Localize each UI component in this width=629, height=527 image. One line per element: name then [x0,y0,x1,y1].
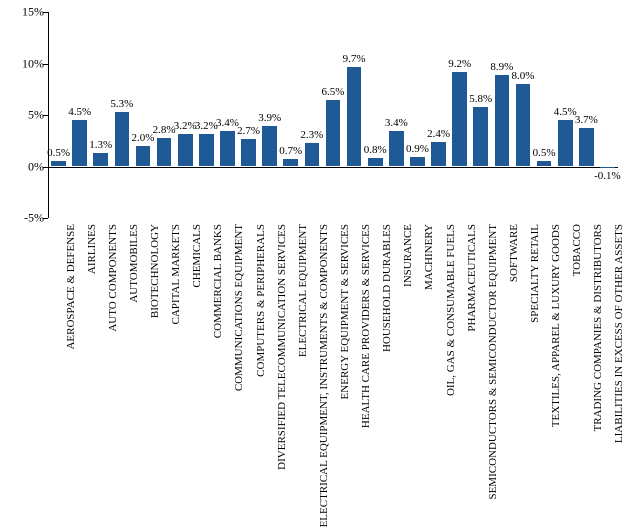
bar [452,72,467,167]
y-tick-label: 10% [22,56,48,71]
category-label: COMPUTERS & PERIPHERALS [255,224,267,377]
category-label: MACHINERY [423,224,435,290]
bar-value-label: 2.8% [153,124,176,136]
bar [473,107,488,167]
y-axis-line [48,12,49,218]
bar [389,131,404,166]
category-label: INSURANCE [402,224,414,287]
bar-value-label: 2.3% [300,129,323,141]
bar [537,161,552,166]
category-label: COMMUNICATIONS EQUIPMENT [233,224,245,391]
bar-value-label: -0.1% [594,170,621,182]
bar [558,120,573,166]
bar-value-label: 0.9% [406,143,429,155]
y-tick-label: -5% [24,211,48,226]
category-label: DIVERSIFIED TELECOMMUNICATION SERVICES [276,224,288,470]
category-label: ENERGY EQUIPMENT & SERVICES [339,224,351,399]
category-label: CAPITAL MARKETS [170,224,182,324]
bar [241,139,256,167]
bar [262,126,277,166]
bar [495,75,510,167]
category-label: BIOTECHNOLOGY [149,224,161,318]
bar [136,146,151,167]
y-tick-label: 5% [28,108,48,123]
plot-area: -5%0%5%10%15%0.5%4.5%1.3%5.3%2.0%2.8%3.2… [48,12,618,218]
bar [220,131,235,166]
bar [600,167,615,168]
category-label: TOBACCO [571,224,583,276]
bar-value-label: 5.3% [110,98,133,110]
bar-value-label: 9.7% [343,53,366,65]
category-label: CHEMICALS [191,224,203,288]
category-label: LIABILITIES IN EXCESS OF OTHER ASSETS [613,224,625,443]
category-label: AIRLINES [86,224,98,274]
y-tick-label: 0% [28,159,48,174]
bar [157,138,172,167]
sector-weight-bar-chart: -5%0%5%10%15%0.5%4.5%1.3%5.3%2.0%2.8%3.2… [0,0,629,501]
category-label: SEMICONDUCTORS & SEMICONDUCTOR EQUIPMENT [487,224,499,500]
bar-value-label: 9.2% [448,58,471,70]
bar [178,134,193,167]
bar-value-label: 8.9% [490,61,513,73]
x-axis-zero-line [48,167,618,168]
bar-value-label: 6.5% [322,86,345,98]
bar-value-label: 5.8% [469,93,492,105]
category-label: SOFTWARE [508,224,520,282]
bar [410,157,425,166]
bar-value-label: 4.5% [554,106,577,118]
bar [516,84,531,166]
bar-value-label: 0.8% [364,144,387,156]
bar [368,158,383,166]
bar [199,134,214,167]
category-label: AEROSPACE & DEFENSE [65,224,77,350]
bar-value-label: 2.0% [132,132,155,144]
bar-value-label: 3.9% [258,112,281,124]
bar [51,161,66,166]
bar-value-label: 2.4% [427,128,450,140]
category-label: HEALTH CARE PROVIDERS & SERVICES [360,224,372,428]
bar-value-label: 2.7% [237,125,260,137]
category-label: TEXTILES, APPAREL & LUXURY GOODS [550,224,562,427]
category-label: HOUSEHOLD DURABLES [381,224,393,352]
bar [431,142,446,167]
category-label: AUTO COMPONENTS [107,224,119,332]
category-label: ELECTRICAL EQUIPMENT [297,224,309,357]
category-label: OIL, GAS & CONSUMABLE FUELS [445,224,457,396]
bar-value-label: 4.5% [68,106,91,118]
bar-value-label: 0.5% [47,147,70,159]
bar-value-label: 1.3% [89,139,112,151]
category-label: SPECIALTY RETAIL [529,224,541,323]
bar [93,153,108,166]
bar-value-label: 3.7% [575,114,598,126]
bar-value-label: 8.0% [512,70,535,82]
bar [283,159,298,166]
bar [347,67,362,167]
bar-value-label: 3.4% [216,117,239,129]
bar [579,128,594,166]
bar [326,100,341,167]
category-label: AUTOMOBILES [128,224,140,303]
category-label: COMMERCIAL BANKS [212,224,224,338]
bar-value-label: 3.2% [174,120,197,132]
category-label: PHARMACEUTICALS [466,224,478,332]
category-label: ELECTRICAL EQUIPMENT, INSTRUMENTS & COMP… [318,224,330,527]
y-tick-label: 15% [22,5,48,20]
bar-value-label: 3.4% [385,117,408,129]
bar [115,112,130,167]
bar-value-label: 0.5% [533,147,556,159]
bar-value-label: 0.7% [279,145,302,157]
bar-value-label: 3.2% [195,120,218,132]
bar [72,120,87,166]
category-label: TRADING COMPANIES & DISTRIBUTORS [592,224,604,432]
bar [305,143,320,167]
